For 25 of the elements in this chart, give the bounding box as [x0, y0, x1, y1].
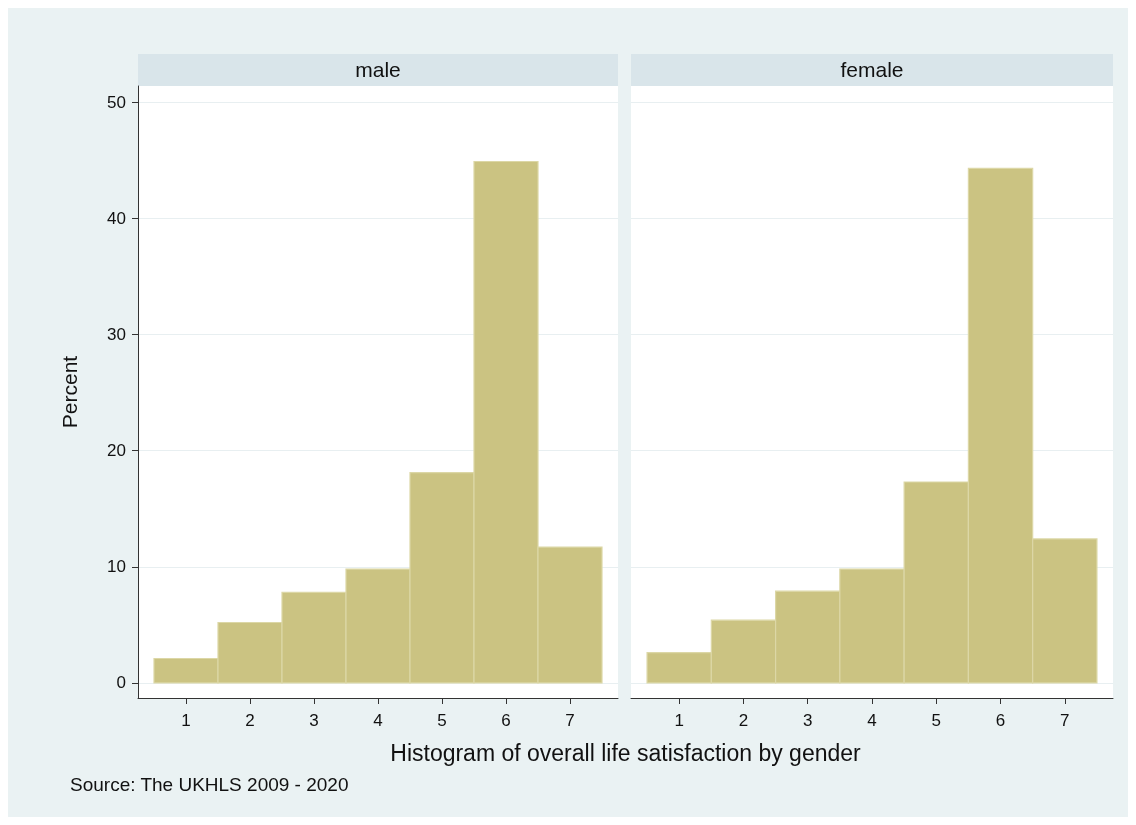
chart-title: male: [138, 54, 618, 86]
x-tick-label: 2: [245, 711, 255, 730]
x-tick-label: 5: [931, 711, 941, 730]
x-tick-label: 6: [995, 711, 1006, 730]
y-axis-title: Percent: [58, 355, 81, 429]
x-tick-label: 4: [373, 711, 383, 730]
chart-title: female: [631, 54, 1113, 86]
x-axis-title: Histogram of overall life satisfaction by gender: [389, 740, 862, 767]
x-tick-label: 6: [501, 711, 511, 730]
x-tick-label: 1: [181, 711, 191, 730]
x-tick-label: 1: [674, 711, 684, 730]
x-tick-label: 7: [565, 711, 575, 730]
x-tick-label: 7: [1060, 711, 1070, 730]
y-tick-label: 10: [107, 557, 126, 577]
y-tick-label: 20: [107, 441, 126, 461]
x-tick-label: 4: [867, 711, 877, 730]
source-note: Source: The UKHLS 2009 - 2020: [70, 774, 349, 796]
x-tick-label: 5: [437, 711, 447, 730]
y-tick-label: 50: [107, 92, 126, 112]
y-tick-label: 40: [107, 208, 126, 228]
x-tick-label: 3: [309, 711, 319, 730]
x-tick-label: 2: [738, 711, 749, 730]
y-tick-label: 0: [116, 673, 126, 693]
x-tick-label: 3: [803, 711, 813, 730]
y-tick-label: 30: [107, 325, 126, 345]
